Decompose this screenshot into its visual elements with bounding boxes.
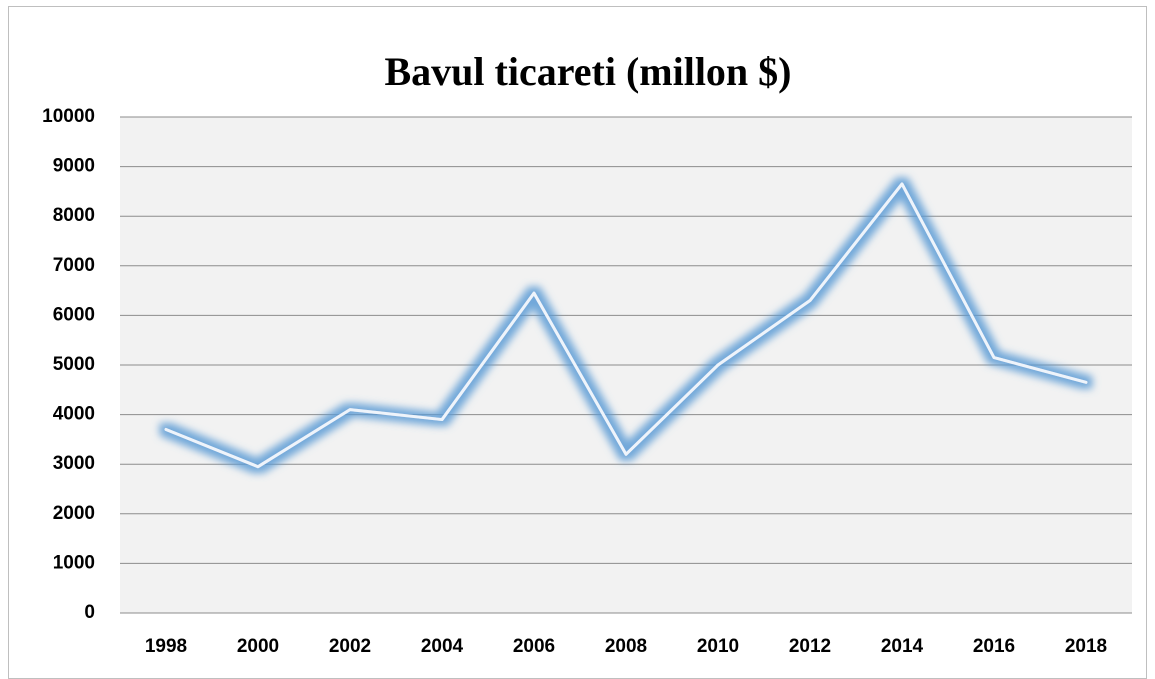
x-tick-label: 1998 — [145, 636, 187, 657]
y-tick-label: 1000 — [53, 552, 95, 573]
y-tick-label: 4000 — [53, 404, 95, 425]
x-tick-label: 2018 — [1065, 636, 1107, 657]
y-tick-label: 2000 — [53, 503, 95, 524]
x-tick-label: 2010 — [697, 636, 739, 657]
y-tick-label: 3000 — [53, 453, 95, 474]
y-tick-label: 7000 — [53, 255, 95, 276]
x-tick-label: 2002 — [329, 636, 371, 657]
x-tick-label: 2006 — [513, 636, 555, 657]
x-tick-label: 2016 — [973, 636, 1015, 657]
y-tick-label: 5000 — [53, 354, 95, 375]
y-tick-label: 6000 — [53, 304, 95, 325]
x-tick-label: 2004 — [421, 636, 464, 657]
x-tick-label: 2008 — [605, 636, 647, 657]
y-tick-label: 8000 — [53, 205, 95, 226]
x-tick-label: 2014 — [881, 636, 924, 657]
chart-title: Bavul ticareti (millon $) — [385, 49, 792, 94]
x-tick-label: 2012 — [789, 636, 831, 657]
data-line — [164, 182, 1088, 469]
y-tick-label: 10000 — [42, 106, 95, 127]
x-tick-label: 2000 — [237, 636, 279, 657]
y-tick-label: 9000 — [53, 156, 95, 177]
y-tick-label: 0 — [84, 602, 95, 623]
